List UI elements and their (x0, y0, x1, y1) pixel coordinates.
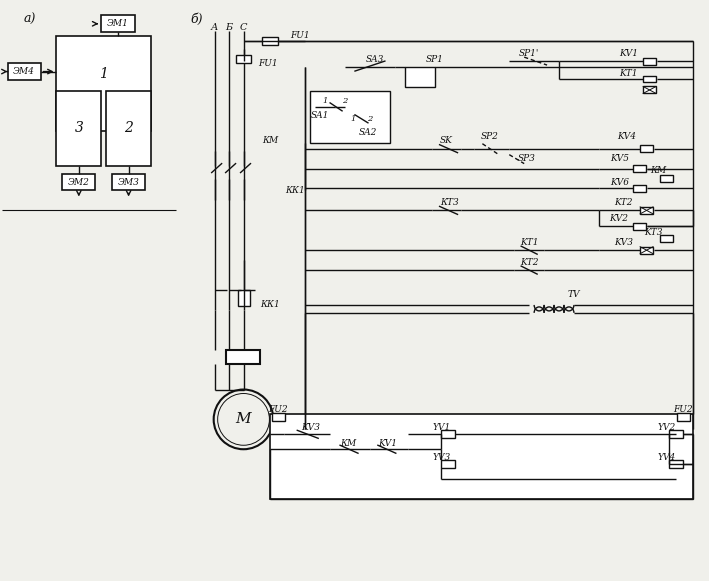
Text: YV1: YV1 (432, 423, 451, 432)
Bar (677, 414, 690, 421)
Bar (633, 165, 646, 172)
Text: КТ3: КТ3 (440, 198, 459, 207)
Text: KV3: KV3 (301, 423, 320, 432)
Text: б): б) (191, 13, 203, 26)
Text: ЭМ1: ЭМ1 (107, 19, 129, 28)
Text: KV1: KV1 (619, 49, 638, 58)
Text: KV1: KV1 (379, 439, 397, 448)
Text: а): а) (23, 13, 35, 26)
Bar (8, 63, 40, 80)
Text: КМ: КМ (650, 166, 666, 175)
Text: SK: SK (440, 136, 453, 145)
Bar (640, 247, 653, 254)
Text: KV6: KV6 (610, 178, 629, 187)
Text: KV4: KV4 (618, 132, 636, 141)
Text: КМ: КМ (340, 439, 356, 448)
Text: TV: TV (568, 290, 580, 299)
Bar (643, 76, 656, 83)
Text: КМ: КМ (262, 136, 279, 145)
Text: SP2: SP2 (481, 132, 498, 141)
Text: SA1: SA1 (311, 112, 330, 120)
Text: М: М (235, 413, 252, 426)
Text: KT2: KT2 (615, 198, 633, 207)
Text: 1: 1 (323, 97, 328, 105)
Text: А: А (211, 23, 218, 32)
Text: KT3: KT3 (644, 228, 663, 237)
Bar (640, 207, 653, 214)
Text: ЭМ4: ЭМ4 (13, 67, 35, 76)
Text: KT1: KT1 (620, 69, 638, 77)
Text: KV5: KV5 (610, 154, 629, 163)
Text: С: С (240, 23, 247, 32)
Text: SP1: SP1 (425, 55, 444, 63)
Text: 1: 1 (99, 67, 108, 81)
Bar (440, 431, 454, 438)
Bar (57, 36, 151, 131)
Text: YV4: YV4 (657, 453, 676, 462)
Text: KT2: KT2 (520, 257, 538, 267)
Bar (440, 460, 454, 468)
Bar (57, 91, 101, 166)
Bar (238, 290, 250, 306)
Text: SP3: SP3 (518, 154, 535, 163)
Text: 3: 3 (74, 121, 83, 135)
Text: 1: 1 (350, 115, 356, 123)
Text: 2: 2 (342, 97, 347, 105)
Text: ЭМ2: ЭМ2 (68, 178, 90, 187)
Bar (345, 109, 380, 137)
Bar (643, 58, 656, 64)
Bar (643, 87, 656, 94)
Text: YV2: YV2 (657, 423, 676, 432)
Bar (62, 174, 95, 191)
Text: SP1': SP1' (519, 49, 540, 58)
Text: КК1: КК1 (260, 300, 280, 310)
Text: YV3: YV3 (432, 453, 451, 462)
Text: SA2: SA2 (359, 128, 377, 137)
Bar (660, 175, 673, 182)
Text: FU1: FU1 (259, 59, 278, 67)
Text: KT1: KT1 (520, 238, 538, 247)
Bar (640, 145, 653, 152)
Text: 2: 2 (367, 115, 373, 123)
Bar (633, 223, 646, 230)
Bar (270, 414, 693, 499)
Text: KV3: KV3 (614, 238, 633, 247)
Bar (101, 15, 135, 32)
Text: 2: 2 (124, 121, 133, 135)
Text: KV2: KV2 (609, 214, 628, 223)
Text: FU2: FU2 (674, 405, 693, 414)
Text: FU1: FU1 (291, 31, 310, 40)
Bar (111, 174, 145, 191)
Bar (669, 460, 683, 468)
Bar (262, 37, 279, 45)
Bar (106, 91, 151, 166)
Bar (272, 414, 285, 421)
Text: ЭМ3: ЭМ3 (118, 178, 140, 187)
Text: Б: Б (225, 23, 232, 32)
Bar (405, 67, 435, 87)
Text: SA3: SA3 (366, 55, 384, 63)
Bar (235, 55, 252, 63)
Bar (311, 91, 390, 143)
Text: КК1: КК1 (286, 186, 305, 195)
Text: FU2: FU2 (269, 405, 288, 414)
Bar (660, 235, 673, 242)
Bar (225, 350, 260, 364)
Bar (669, 431, 683, 438)
Bar (633, 185, 646, 192)
